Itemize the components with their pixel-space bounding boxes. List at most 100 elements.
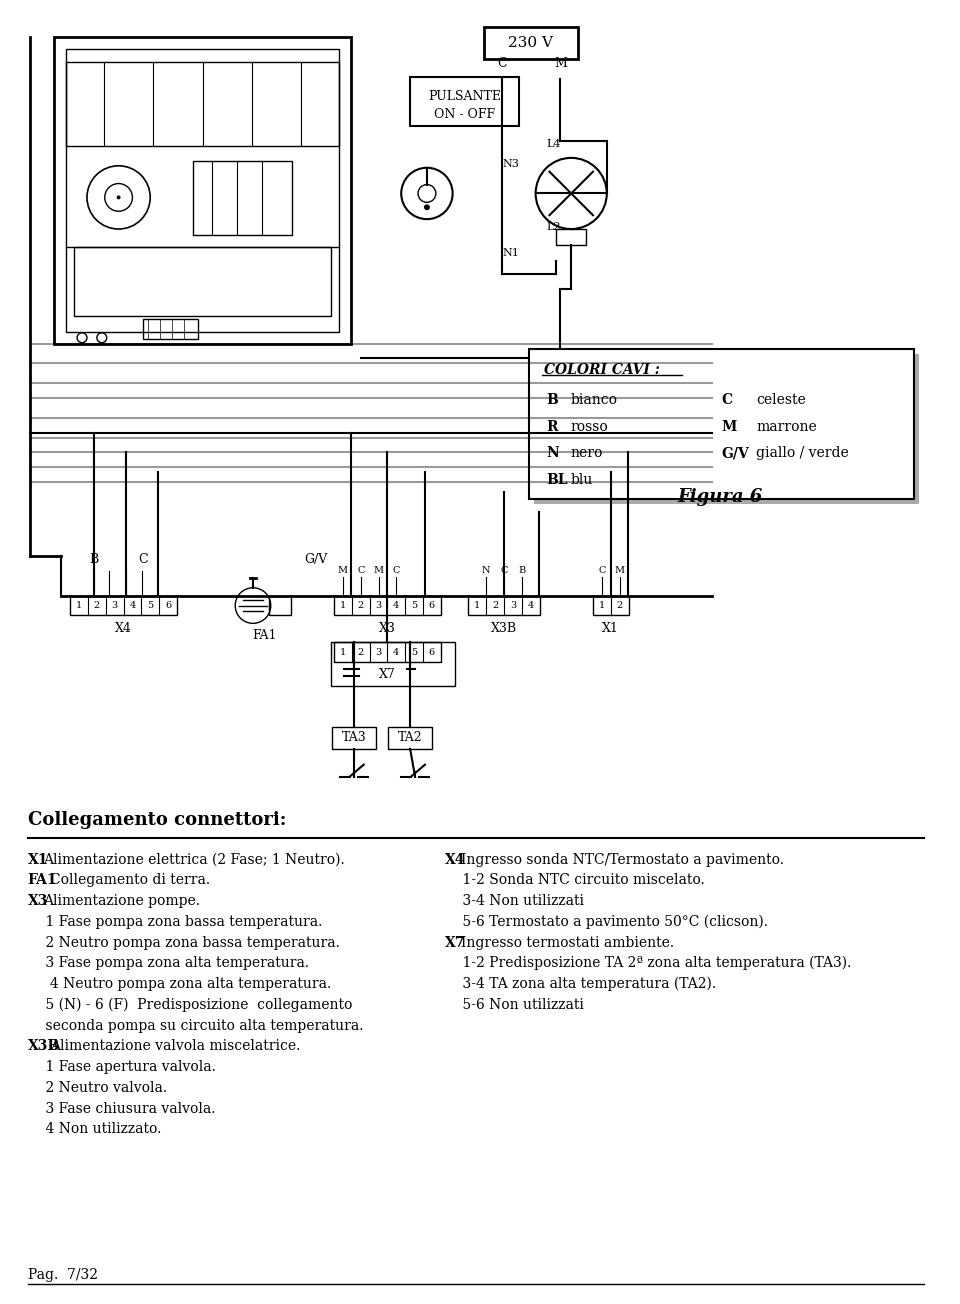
- Text: X7: X7: [379, 668, 396, 681]
- Bar: [269, 596, 291, 615]
- Text: G/V: G/V: [304, 553, 328, 566]
- Text: 3: 3: [375, 601, 382, 610]
- Text: N: N: [546, 446, 560, 460]
- Bar: [389, 728, 432, 748]
- Bar: [70, 596, 177, 615]
- Text: 3: 3: [375, 648, 382, 656]
- Text: G/V: G/V: [721, 446, 749, 460]
- Text: B: B: [546, 393, 559, 407]
- Text: Alimentazione elettrica (2 Fase; 1 Neutro).: Alimentazione elettrica (2 Fase; 1 Neutr…: [43, 853, 346, 867]
- Text: B: B: [89, 553, 99, 566]
- Text: 6: 6: [165, 601, 171, 610]
- Text: 1: 1: [474, 601, 480, 610]
- Text: M: M: [554, 57, 566, 70]
- Text: 1: 1: [340, 601, 346, 610]
- Text: C: C: [393, 566, 400, 575]
- Text: 3 Fase chiusura valvola.: 3 Fase chiusura valvola.: [28, 1102, 215, 1116]
- Text: 1 Fase pompa zona bassa temperatura.: 1 Fase pompa zona bassa temperatura.: [28, 915, 322, 928]
- Text: 6: 6: [429, 601, 435, 610]
- Text: 2 Neutro pompa zona bassa temperatura.: 2 Neutro pompa zona bassa temperatura.: [28, 935, 340, 949]
- Bar: [332, 728, 375, 748]
- Text: rosso: rosso: [570, 420, 608, 434]
- Text: C: C: [138, 553, 148, 566]
- Text: M: M: [338, 566, 348, 575]
- Text: 5: 5: [411, 648, 418, 656]
- Text: X3: X3: [379, 622, 396, 635]
- Text: M: M: [373, 566, 384, 575]
- Text: 5-6 Non utilizzati: 5-6 Non utilizzati: [444, 998, 584, 1012]
- Text: L2: L2: [546, 222, 561, 232]
- Text: celeste: celeste: [756, 393, 805, 407]
- Text: X3B: X3B: [28, 1039, 60, 1054]
- Text: 3-4 TA zona alta temperatura (TA2).: 3-4 TA zona alta temperatura (TA2).: [444, 977, 716, 991]
- Text: 1: 1: [340, 648, 346, 656]
- Text: 5: 5: [411, 601, 418, 610]
- Text: L4: L4: [546, 140, 561, 149]
- Text: R: R: [546, 420, 558, 434]
- Text: 5: 5: [147, 601, 154, 610]
- Text: 1: 1: [599, 601, 605, 610]
- Text: 4 Non utilizzato.: 4 Non utilizzato.: [28, 1123, 161, 1136]
- Text: 4 Neutro pompa zona alta temperatura.: 4 Neutro pompa zona alta temperatura.: [28, 977, 331, 991]
- Text: M: M: [721, 420, 737, 434]
- Text: 3: 3: [111, 601, 118, 610]
- Text: 2 Neutro valvola.: 2 Neutro valvola.: [28, 1081, 167, 1095]
- Text: N3: N3: [502, 159, 519, 168]
- Bar: [529, 348, 914, 499]
- Text: C: C: [500, 566, 508, 575]
- Text: 3 Fase pompa zona alta temperatura.: 3 Fase pompa zona alta temperatura.: [28, 956, 309, 970]
- Text: TA2: TA2: [397, 732, 422, 745]
- Text: bianco: bianco: [570, 393, 617, 407]
- Text: 3-4 Non utilizzati: 3-4 Non utilizzati: [444, 895, 584, 908]
- Bar: [55, 38, 350, 344]
- Text: Ingresso sonda NTC/Termostato a pavimento.: Ingresso sonda NTC/Termostato a paviment…: [461, 853, 783, 867]
- Text: N: N: [482, 566, 491, 575]
- Text: FA1: FA1: [252, 629, 277, 642]
- Text: C: C: [721, 393, 732, 407]
- Text: Alimentazione pompe.: Alimentazione pompe.: [43, 895, 201, 908]
- Text: 230 V: 230 V: [508, 37, 553, 51]
- Text: 1-2 Predisposizione TA 2ª zona alta temperatura (TA3).: 1-2 Predisposizione TA 2ª zona alta temp…: [444, 956, 852, 970]
- Text: 1-2 Sonda NTC circuito miscelato.: 1-2 Sonda NTC circuito miscelato.: [444, 874, 705, 887]
- Text: N1: N1: [502, 248, 519, 258]
- Text: seconda pompa su circuito alta temperatura.: seconda pompa su circuito alta temperatu…: [28, 1018, 363, 1033]
- Text: blu: blu: [570, 473, 592, 486]
- Text: 1: 1: [76, 601, 83, 610]
- Circle shape: [424, 205, 430, 210]
- Bar: [410, 77, 518, 126]
- Text: M: M: [614, 566, 625, 575]
- Text: FA1: FA1: [28, 874, 58, 887]
- Circle shape: [116, 196, 121, 200]
- Text: 5 (N) - 6 (F)  Predisposizione  collegamento: 5 (N) - 6 (F) Predisposizione collegamen…: [28, 998, 352, 1012]
- Bar: [74, 246, 331, 316]
- Text: X3B: X3B: [491, 622, 517, 635]
- Bar: [331, 642, 455, 686]
- Bar: [557, 230, 586, 245]
- Bar: [143, 319, 198, 339]
- Bar: [534, 353, 919, 503]
- Text: 2: 2: [357, 601, 364, 610]
- Text: X1: X1: [28, 853, 48, 867]
- Bar: [484, 27, 578, 59]
- Text: giallo / verde: giallo / verde: [756, 446, 849, 460]
- Text: 6: 6: [429, 648, 435, 656]
- Text: B: B: [518, 566, 525, 575]
- Text: 4: 4: [394, 601, 399, 610]
- Text: C: C: [357, 566, 365, 575]
- Text: Ingresso termostati ambiente.: Ingresso termostati ambiente.: [461, 935, 674, 949]
- Text: 4: 4: [394, 648, 399, 656]
- Bar: [66, 63, 339, 146]
- Bar: [468, 596, 540, 615]
- Text: 3: 3: [510, 601, 516, 610]
- Text: COLORI CAVI :: COLORI CAVI :: [543, 364, 660, 377]
- Bar: [334, 596, 441, 615]
- Text: X3: X3: [28, 895, 48, 908]
- Text: X1: X1: [602, 622, 619, 635]
- Text: Pag.  7/32: Pag. 7/32: [28, 1267, 98, 1282]
- Text: PULSANTE: PULSANTE: [428, 90, 501, 103]
- Text: C: C: [497, 57, 507, 70]
- Text: Alimentazione valvola miscelatrice.: Alimentazione valvola miscelatrice.: [51, 1039, 300, 1054]
- Text: X4: X4: [115, 622, 132, 635]
- Text: 2: 2: [616, 601, 623, 610]
- Text: 5-6 Termostato a pavimento 50°C (clicson).: 5-6 Termostato a pavimento 50°C (clicson…: [444, 914, 768, 928]
